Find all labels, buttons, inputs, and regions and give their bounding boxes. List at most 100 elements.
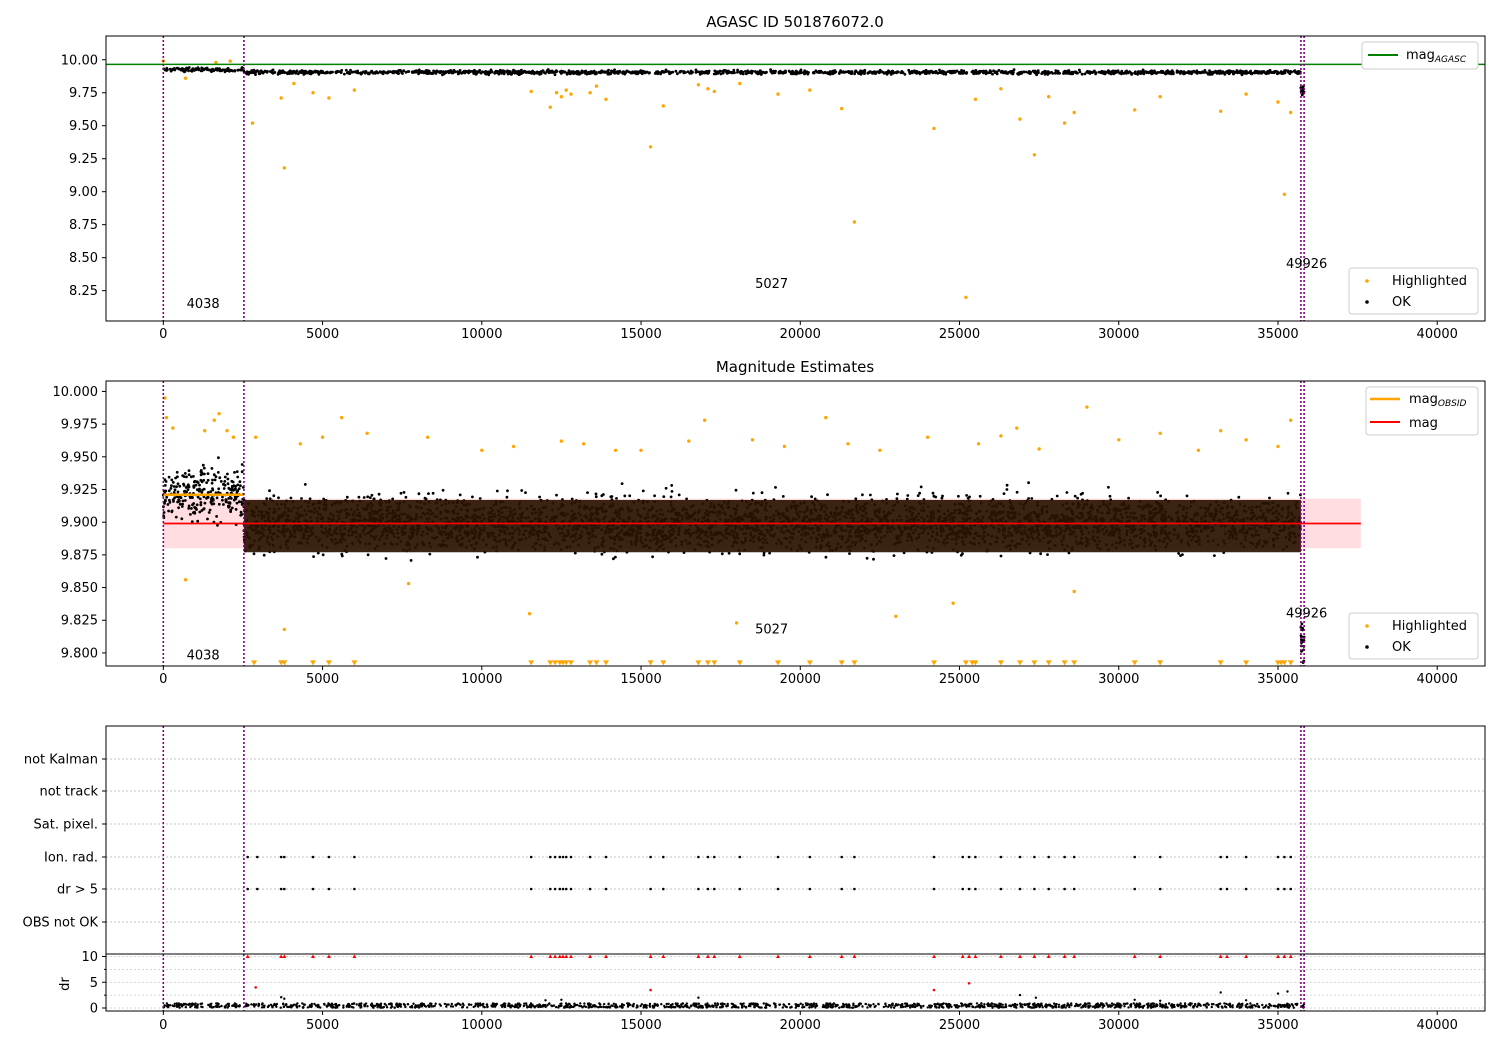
ok-point bbox=[364, 70, 368, 73]
ok-point bbox=[176, 475, 179, 479]
panel1-title: AGASC ID 501876072.0 bbox=[706, 13, 884, 31]
ok-point bbox=[1050, 70, 1053, 74]
panel1-legend-lines[interactable]: magAGASC bbox=[1361, 41, 1479, 70]
ok-point bbox=[171, 498, 175, 501]
highlighted-point bbox=[228, 59, 232, 63]
ok-point bbox=[215, 67, 219, 71]
highlighted-point bbox=[964, 295, 968, 299]
ok-point bbox=[400, 71, 404, 74]
panel1-axes: 0 5000 10000 15000 20000 25000 30000 35000 40000… bbox=[61, 53, 1458, 342]
ok-point bbox=[474, 70, 478, 74]
ok-point bbox=[1159, 494, 1162, 498]
ok-point bbox=[908, 71, 912, 74]
x-tick-label: 5000 bbox=[306, 327, 339, 342]
ok-point bbox=[662, 495, 666, 498]
ok-point bbox=[210, 467, 214, 470]
ok-point bbox=[1036, 69, 1040, 73]
ok-point bbox=[641, 489, 645, 493]
ok-point bbox=[229, 510, 233, 513]
ok-point bbox=[195, 503, 199, 507]
ok-point bbox=[1198, 71, 1202, 75]
ok-point bbox=[1185, 494, 1189, 498]
ok-point bbox=[614, 555, 617, 559]
ok-point bbox=[1205, 71, 1209, 75]
ok-point bbox=[441, 488, 445, 492]
ok-point bbox=[229, 497, 233, 500]
ok-point bbox=[218, 69, 222, 73]
ok-point bbox=[234, 487, 237, 491]
highlighted-point bbox=[776, 92, 780, 96]
ok-point bbox=[1237, 71, 1241, 74]
panel1-legend-points[interactable]: Highlighted OK bbox=[1348, 267, 1479, 315]
ok-point bbox=[223, 480, 227, 483]
ok-point bbox=[199, 69, 203, 73]
ok-point bbox=[165, 495, 169, 499]
ok-point bbox=[730, 71, 734, 75]
ok-point bbox=[206, 491, 210, 494]
x-tick-label: 20000 bbox=[780, 327, 821, 342]
ok-point bbox=[948, 69, 952, 73]
ok-point bbox=[736, 68, 739, 72]
ok-point bbox=[168, 67, 172, 71]
ok-point bbox=[319, 69, 323, 73]
ok-point bbox=[258, 72, 262, 76]
y-tick-label: 8.25 bbox=[69, 284, 98, 299]
ok-point bbox=[521, 70, 524, 74]
ok-point bbox=[402, 69, 406, 73]
ok-point bbox=[468, 70, 472, 74]
ok-point bbox=[1116, 69, 1120, 73]
ok-point bbox=[461, 71, 464, 75]
ok-point bbox=[254, 73, 257, 76]
ok-point bbox=[875, 70, 879, 74]
ok-point bbox=[794, 70, 798, 74]
ok-point bbox=[992, 69, 995, 73]
ok-point bbox=[1150, 72, 1153, 76]
ok-point bbox=[215, 515, 219, 518]
ok-point bbox=[430, 72, 433, 75]
ok-point bbox=[368, 496, 372, 499]
ok-point bbox=[1166, 69, 1169, 72]
y-tick-label: 8.50 bbox=[69, 251, 98, 266]
ok-point bbox=[1033, 71, 1037, 75]
ok-point bbox=[432, 69, 435, 73]
ok-point bbox=[844, 70, 848, 74]
ok-point bbox=[197, 68, 201, 72]
ok-point bbox=[458, 493, 462, 497]
ok-point bbox=[193, 505, 197, 509]
ok-point bbox=[580, 71, 584, 75]
ok-point bbox=[803, 69, 807, 73]
ok-point bbox=[544, 71, 547, 75]
ok-point bbox=[510, 71, 514, 75]
ok-point bbox=[734, 488, 738, 492]
ok-point bbox=[187, 507, 191, 510]
x-tick-label: 40000 bbox=[1417, 327, 1458, 342]
ok-point bbox=[982, 69, 985, 73]
highlighted-point bbox=[808, 88, 812, 92]
ok-point bbox=[163, 484, 167, 487]
ok-point bbox=[216, 471, 220, 474]
ok-point bbox=[1027, 70, 1031, 73]
ok-point bbox=[391, 71, 395, 75]
ok-point bbox=[215, 496, 219, 500]
highlighted-point bbox=[554, 91, 559, 95]
ok-point bbox=[306, 71, 309, 75]
ok-point bbox=[233, 69, 237, 72]
ok-point bbox=[1016, 72, 1019, 75]
ok-point bbox=[762, 553, 766, 557]
ok-point bbox=[421, 70, 425, 74]
ok-point bbox=[200, 491, 204, 494]
ok-point bbox=[931, 491, 935, 495]
ok-point bbox=[199, 501, 203, 504]
ok-point bbox=[1086, 69, 1089, 73]
ok-point bbox=[1301, 89, 1305, 93]
ok-point bbox=[202, 495, 206, 499]
ok-point bbox=[167, 509, 171, 513]
ok-point bbox=[850, 70, 854, 73]
ok-point bbox=[1153, 69, 1156, 73]
ok-point bbox=[202, 478, 206, 482]
ok-point bbox=[1035, 73, 1038, 77]
highlighted-point bbox=[569, 92, 573, 96]
ok-point bbox=[417, 68, 421, 72]
ok-point bbox=[221, 495, 224, 499]
ok-point bbox=[312, 555, 315, 558]
